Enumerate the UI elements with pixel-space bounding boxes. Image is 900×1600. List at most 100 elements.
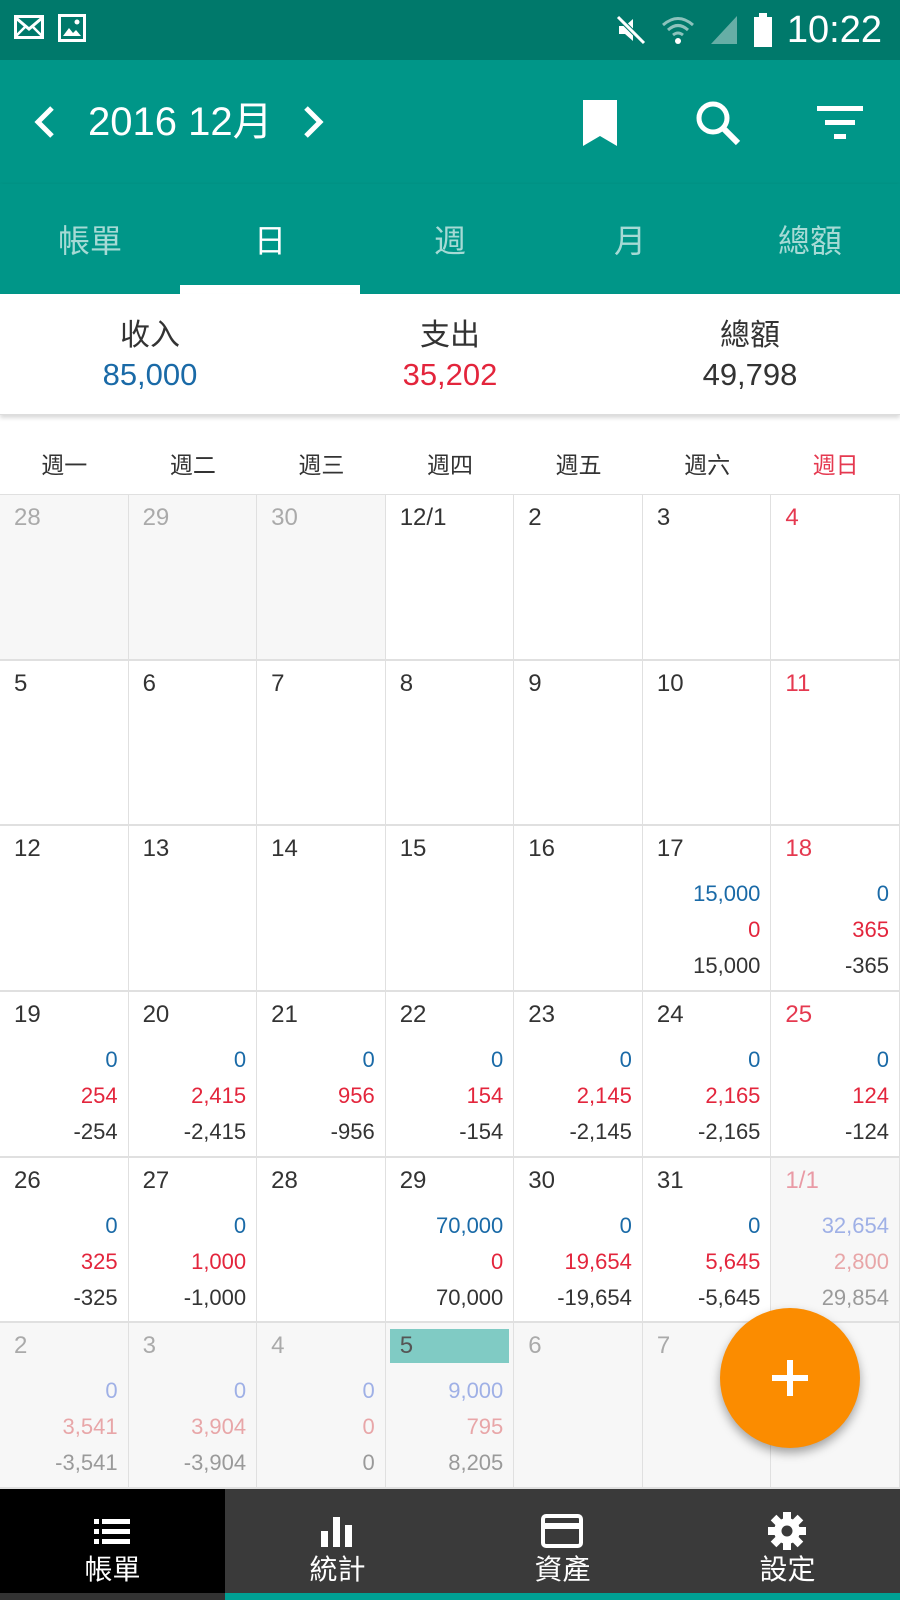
- battery-icon: [753, 13, 772, 47]
- calendar-day-cell[interactable]: 21 0 956 -956: [257, 992, 386, 1158]
- day-number: 12: [14, 835, 41, 863]
- calendar-day-cell[interactable]: 24 0 2,165 -2,165: [642, 992, 772, 1158]
- income-summary: 收入 85,000: [0, 294, 300, 414]
- weekday-sat: 週六: [684, 453, 731, 479]
- calendar-day-cell[interactable]: 12: [0, 826, 129, 992]
- calendar-day-cell[interactable]: 14: [257, 826, 386, 992]
- day-expense: 0: [748, 917, 761, 943]
- day-amounts: 0 2,165 -2,165: [698, 1042, 760, 1150]
- month-title[interactable]: 2016 12月: [88, 100, 273, 144]
- day-amounts: 0 3,541 -3,541: [55, 1373, 117, 1481]
- add-entry-button[interactable]: [720, 1308, 860, 1448]
- total-summary: 總額 49,798: [600, 294, 900, 414]
- calendar-day-cell[interactable]: 1/1 32,654 2,800 29,854: [771, 1157, 900, 1324]
- calendar-day-cell[interactable]: 17 15,000 0 15,000: [642, 826, 772, 992]
- total-label: 總額: [720, 318, 780, 353]
- calendar-day-cell[interactable]: 30: [257, 495, 386, 661]
- day-expense: 254: [80, 1083, 118, 1108]
- day-total: -1,000: [183, 1284, 247, 1310]
- day-expense: 5,645: [705, 1248, 761, 1274]
- calendar-day-cell[interactable]: 9: [514, 660, 643, 827]
- gear-icon: [768, 1512, 806, 1550]
- tab-week[interactable]: 週: [433, 222, 466, 260]
- calendar-day-cell[interactable]: 13: [128, 826, 258, 992]
- chevron-left-icon[interactable]: [26, 102, 66, 142]
- day-number: 26: [14, 1166, 41, 1194]
- calendar-day-cell[interactable]: 3: [642, 495, 772, 661]
- day-total: -365: [844, 953, 889, 979]
- calendar-day-cell[interactable]: 19 0 254 -254: [0, 992, 129, 1158]
- day-number: 29: [142, 504, 170, 531]
- weekday-wed: 週三: [298, 453, 345, 479]
- day-income: 0: [362, 1378, 375, 1404]
- day-income: 15,000: [693, 881, 761, 907]
- search-icon[interactable]: [693, 98, 743, 148]
- nav-bills[interactable]: 帳單: [0, 1489, 225, 1600]
- calendar-day-cell[interactable]: 18 0 365 -365: [771, 826, 900, 992]
- day-total: -2,145: [569, 1119, 632, 1144]
- day-total: 15,000: [693, 953, 761, 979]
- calendar-day-cell[interactable]: 27 0 1,000 -1,000: [128, 1157, 258, 1324]
- day-number: 6: [142, 669, 156, 697]
- calendar-day-cell[interactable]: 4: [771, 495, 900, 661]
- nav-stats[interactable]: 統計: [225, 1489, 450, 1600]
- tab-total[interactable]: 總額: [777, 222, 842, 260]
- filter-icon[interactable]: [815, 98, 865, 148]
- day-number: 18: [785, 835, 813, 863]
- day-number: 14: [271, 835, 298, 863]
- tab-month[interactable]: 月: [613, 222, 646, 260]
- day-total: 0: [362, 1450, 375, 1476]
- calendar-day-cell[interactable]: 12/1: [385, 495, 515, 661]
- calendar-day-cell[interactable]: 23 0 2,145 -2,145: [514, 992, 643, 1158]
- calendar-day-cell[interactable]: 7: [257, 660, 386, 827]
- calendar-day-cell[interactable]: 5: [0, 660, 129, 827]
- calendar-day-cell[interactable]: 29: [128, 495, 258, 661]
- calendar-day-cell[interactable]: 30 0 19,654 -19,654: [514, 1157, 643, 1324]
- day-expense: 956: [337, 1083, 375, 1108]
- day-amounts: 32,654 2,800 29,854: [822, 1208, 889, 1316]
- calendar-day-cell[interactable]: 4 0 0 0: [257, 1323, 386, 1489]
- expense-label: 支出: [420, 318, 480, 353]
- calendar-day-cell[interactable]: 29 70,000 0 70,000: [385, 1157, 515, 1324]
- calendar-day-cell[interactable]: 3 0 3,904 -3,904: [128, 1323, 258, 1489]
- day-income: 0: [619, 1047, 632, 1072]
- day-income: 0: [876, 1047, 889, 1072]
- calendar-day-cell[interactable]: 5 9,000 795 8,205: [385, 1323, 515, 1489]
- day-total: -5,645: [698, 1284, 761, 1310]
- day-income: 70,000: [435, 1212, 504, 1238]
- bottom-nav: 帳單 統計 資產: [0, 1489, 900, 1600]
- calendar-day-cell[interactable]: 11: [771, 660, 900, 827]
- calendar-day-cell[interactable]: 15: [385, 826, 515, 992]
- tab-day[interactable]: 日: [180, 184, 360, 294]
- nav-assets[interactable]: 資產: [450, 1489, 675, 1600]
- tab-bills[interactable]: 帳單: [57, 222, 122, 260]
- calendar-day-cell[interactable]: 28: [257, 1157, 386, 1324]
- calendar-day-cell[interactable]: 26 0 325 -325: [0, 1157, 129, 1324]
- nav-bills-label: 帳單: [84, 1553, 141, 1586]
- calendar-day-cell[interactable]: 20 0 2,415 -2,415: [128, 992, 258, 1158]
- calendar-day-cell[interactable]: 8: [385, 660, 515, 827]
- day-amounts: 15,000 0 15,000: [693, 876, 760, 984]
- calendar-day-cell[interactable]: 31 0 5,645 -5,645: [642, 1157, 772, 1324]
- calendar-day-cell[interactable]: 2: [514, 495, 643, 661]
- calendar-day-cell[interactable]: 6: [514, 1323, 643, 1489]
- calendar-day-cell[interactable]: 25 0 124 -124: [771, 992, 900, 1158]
- day-number: 24: [656, 1001, 684, 1028]
- bookmark-icon[interactable]: [575, 98, 625, 148]
- calendar-day-cell[interactable]: 10: [642, 660, 772, 827]
- chevron-right-icon[interactable]: [292, 102, 332, 142]
- wifi-icon: [661, 17, 694, 44]
- day-number: 4: [271, 1332, 285, 1360]
- calendar-day-cell[interactable]: 28: [0, 495, 129, 661]
- calendar-day-cell[interactable]: 2 0 3,541 -3,541: [0, 1323, 129, 1489]
- day-expense: 1,000: [191, 1248, 247, 1274]
- day-total: -124: [844, 1119, 889, 1144]
- nav-settings[interactable]: 設定: [675, 1489, 900, 1600]
- weekday-mon: 週一: [41, 453, 88, 479]
- day-number: 31: [656, 1166, 684, 1194]
- calendar-day-cell[interactable]: 6: [128, 660, 258, 827]
- status-bar: 10:22: [0, 0, 900, 60]
- day-expense: 365: [852, 917, 889, 943]
- calendar-day-cell[interactable]: 16: [514, 826, 643, 992]
- calendar-day-cell[interactable]: 22 0 154 -154: [385, 992, 515, 1158]
